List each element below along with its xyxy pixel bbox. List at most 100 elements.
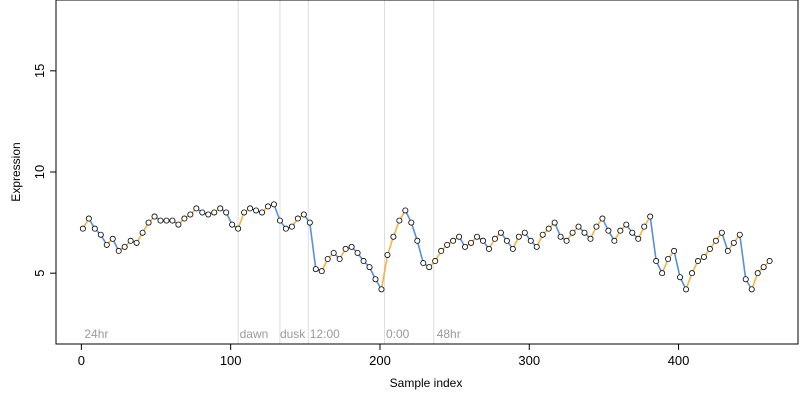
- data-point-77: [539, 231, 546, 238]
- data-point-31: [264, 203, 271, 210]
- data-point-93: [635, 235, 642, 242]
- data-point-83: [575, 223, 582, 230]
- data-point-40: [318, 268, 325, 275]
- data-point-6: [115, 247, 122, 254]
- annotation-label-0: 24hr: [84, 327, 108, 341]
- data-point-36: [294, 215, 301, 222]
- data-point-17: [181, 215, 188, 222]
- data-point-41: [324, 256, 331, 263]
- annotation-label-5: 48hr: [437, 327, 461, 341]
- data-point-25: [229, 221, 236, 228]
- data-point-45: [348, 243, 355, 250]
- x-tick-label-3: 300: [518, 353, 540, 368]
- data-point-102: [689, 270, 696, 277]
- data-point-110: [736, 231, 743, 238]
- data-point-95: [647, 213, 654, 220]
- data-point-67: [479, 237, 486, 244]
- x-axis: 0 100 200 300 400: [78, 344, 690, 368]
- data-point-48: [366, 264, 373, 271]
- data-point-91: [623, 221, 630, 228]
- data-point-66: [474, 233, 481, 240]
- data-point-103: [694, 258, 701, 265]
- data-point-62: [450, 237, 457, 244]
- segment-51: [386, 236, 395, 256]
- x-tick-label-4: 400: [668, 353, 690, 368]
- data-point-90: [617, 227, 624, 234]
- data-point-89: [611, 237, 618, 244]
- segment-107: [721, 232, 729, 252]
- data-point-20: [199, 209, 206, 216]
- data-point-61: [444, 241, 451, 248]
- data-point-64: [462, 243, 469, 250]
- data-point-14: [163, 217, 170, 224]
- data-point-12: [151, 213, 158, 220]
- data-point-57: [420, 260, 427, 267]
- data-point-79: [551, 219, 558, 226]
- data-point-92: [629, 229, 636, 236]
- data-point-15: [169, 217, 176, 224]
- data-point-84: [581, 229, 588, 236]
- data-point-29: [253, 207, 260, 214]
- data-point-3: [97, 231, 104, 238]
- x-tick-label-0: 0: [78, 353, 85, 368]
- segment-99: [673, 250, 681, 278]
- data-point-44: [342, 245, 349, 252]
- data-point-76: [533, 243, 540, 250]
- data-point-28: [247, 205, 254, 212]
- data-point-59: [432, 258, 439, 265]
- data-point-69: [491, 235, 498, 242]
- data-point-97: [659, 270, 666, 277]
- data-point-105: [706, 245, 713, 252]
- data-point-21: [205, 211, 212, 218]
- y-tick-label-0: 5: [32, 270, 47, 277]
- annotation-label-2: dusk: [280, 327, 306, 341]
- data-point-27: [241, 209, 248, 216]
- data-point-111: [742, 276, 749, 283]
- data-point-100: [677, 274, 684, 281]
- data-point-104: [700, 253, 707, 260]
- data-point-58: [426, 264, 433, 271]
- y-tick-label-1: 10: [32, 165, 47, 179]
- data-point-22: [211, 209, 218, 216]
- data-point-30: [259, 209, 266, 216]
- segment-55: [410, 222, 419, 242]
- data-point-73: [515, 233, 522, 240]
- data-point-107: [718, 229, 725, 236]
- annotation-label-3: 12:00: [310, 327, 340, 341]
- data-point-54: [402, 207, 409, 214]
- y-axis: 5 10 15: [32, 64, 56, 277]
- data-point-49: [372, 276, 379, 283]
- data-point-23: [217, 205, 224, 212]
- data-point-106: [712, 237, 719, 244]
- data-point-35: [288, 223, 295, 230]
- data-point-1: [85, 215, 92, 222]
- series-points: [79, 201, 773, 293]
- data-point-50: [378, 286, 385, 293]
- data-point-42: [330, 249, 337, 256]
- data-point-53: [396, 217, 403, 224]
- data-point-86: [593, 223, 600, 230]
- annotation-label-1: dawn: [240, 327, 269, 341]
- data-point-113: [754, 270, 761, 277]
- data-point-24: [223, 209, 230, 216]
- data-point-112: [748, 286, 755, 293]
- data-point-0: [79, 225, 86, 232]
- data-point-101: [683, 286, 690, 293]
- data-point-32: [270, 201, 277, 208]
- data-point-88: [605, 227, 612, 234]
- data-point-46: [354, 249, 361, 256]
- data-point-82: [569, 229, 576, 236]
- x-axis-title: Sample index: [390, 376, 463, 390]
- data-point-7: [121, 243, 128, 250]
- x-tick-label-2: 200: [369, 353, 391, 368]
- data-point-87: [599, 215, 606, 222]
- y-axis-title: Expression: [9, 142, 23, 201]
- data-point-8: [127, 237, 134, 244]
- data-point-5: [109, 235, 116, 242]
- data-point-65: [468, 239, 475, 246]
- data-point-2: [91, 225, 98, 232]
- annotation-label-4: 0:00: [386, 327, 410, 341]
- data-point-51: [384, 251, 391, 258]
- data-point-4: [103, 241, 110, 248]
